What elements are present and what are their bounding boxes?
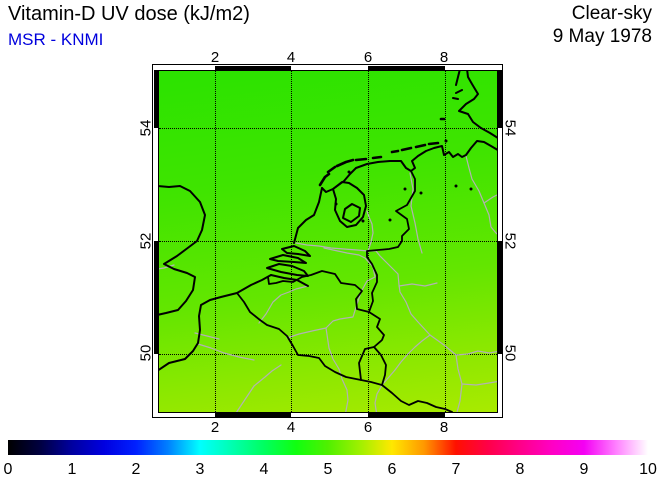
gridline-lat-52 — [159, 241, 497, 242]
frame-band-right — [498, 70, 502, 413]
frame-band-top — [158, 66, 498, 70]
xtick-top-4: 4 — [286, 49, 296, 66]
map-outer-frame — [152, 64, 503, 418]
page-title: Vitamin-D UV dose (kJ/m2) — [8, 3, 250, 25]
xtick-bottom-2: 2 — [210, 419, 220, 436]
colorbar-tick-0: 0 — [3, 461, 13, 478]
colorbar-tick-1: 1 — [67, 461, 77, 478]
ytick-right-52: 52 — [501, 232, 519, 250]
colorbar-tick-5: 5 — [323, 461, 333, 478]
colorbar-tick-8: 8 — [515, 461, 525, 478]
map-dots — [334, 139, 473, 223]
frame-band-bottom — [158, 413, 498, 417]
frame-band-left — [154, 70, 158, 413]
xtick-bottom-8: 8 — [439, 419, 449, 436]
rivers — [159, 155, 497, 412]
wadden-islands — [318, 117, 446, 187]
coastlines — [159, 71, 497, 371]
colorbar-tick-10: 10 — [639, 461, 657, 478]
colorbar-tick-9: 9 — [579, 461, 589, 478]
colorbar-tick-4: 4 — [259, 461, 269, 478]
colorbar-gradient — [8, 440, 648, 455]
source-label: MSR - KNMI — [8, 30, 104, 49]
ytick-right-54: 54 — [501, 119, 519, 137]
colorbar-tick-7: 7 — [451, 461, 461, 478]
colorbar-tick-6: 6 — [387, 461, 397, 478]
condition-date-block: Clear-sky 9 May 1978 — [553, 3, 652, 48]
colorbar-tick-3: 3 — [195, 461, 205, 478]
gridline-lat-54 — [159, 128, 497, 129]
xtick-top-2: 2 — [210, 49, 220, 66]
xtick-bottom-6: 6 — [363, 419, 373, 436]
map-geography — [159, 71, 497, 412]
map-field — [158, 70, 498, 413]
sky-condition-label: Clear-sky — [571, 3, 652, 24]
xtick-bottom-4: 4 — [286, 419, 296, 436]
date-label: 9 May 1978 — [552, 26, 652, 47]
gridline-lat-50 — [159, 354, 497, 355]
xtick-top-8: 8 — [439, 49, 449, 66]
ytick-right-50: 50 — [501, 344, 519, 362]
colorbar-tick-2: 2 — [131, 461, 141, 478]
ytick-left-50: 50 — [137, 344, 155, 362]
xtick-top-6: 6 — [363, 49, 373, 66]
ytick-left-54: 54 — [137, 119, 155, 137]
ytick-left-52: 52 — [137, 232, 155, 250]
country-borders — [236, 170, 454, 412]
